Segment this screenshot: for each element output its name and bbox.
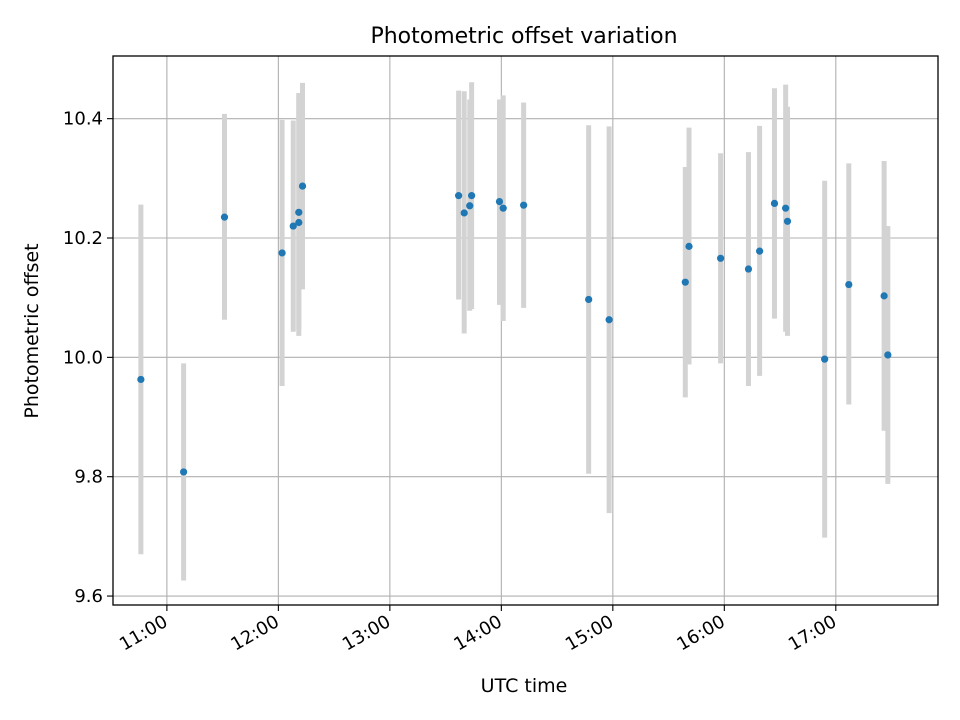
data-point <box>495 198 504 206</box>
plot-frame <box>112 55 939 606</box>
data-point <box>605 316 613 324</box>
data-point <box>298 182 307 190</box>
y-tick-label: 10.2 <box>63 228 103 249</box>
data-point <box>821 355 829 363</box>
chart-title: Photometric offset variation <box>370 24 677 49</box>
y-tick-label: 9.8 <box>74 467 103 488</box>
data-point <box>499 204 507 212</box>
data-point <box>295 208 303 216</box>
data-point <box>520 201 528 209</box>
data-point <box>180 468 188 476</box>
data-point <box>685 242 693 250</box>
data-point <box>460 209 468 217</box>
data-point <box>681 278 689 286</box>
data-point <box>783 217 792 225</box>
data-point <box>717 254 725 262</box>
data-point <box>744 265 753 273</box>
data-point <box>289 222 297 230</box>
y-axis-ticks: 9.6 9.8 10.0 10.2 10.4 <box>63 109 113 607</box>
data-point <box>880 292 888 300</box>
data-point <box>845 280 853 289</box>
data-point <box>585 295 593 304</box>
data-point <box>770 199 779 207</box>
data-point <box>220 213 229 221</box>
data-point <box>756 247 764 255</box>
y-tick-label: 10.0 <box>63 347 103 368</box>
data-point <box>466 202 474 210</box>
point-layer <box>137 182 892 476</box>
data-point <box>455 192 463 200</box>
y-tick-label: 10.4 <box>63 109 103 130</box>
grid-layer <box>113 56 938 605</box>
y-tick-label: 9.6 <box>74 586 103 607</box>
data-point <box>468 192 476 200</box>
data-point <box>137 375 145 384</box>
data-point <box>782 204 790 212</box>
data-point <box>278 249 286 257</box>
x-axis-label: UTC time <box>481 675 568 697</box>
y-axis-label: Photometric offset <box>21 243 43 418</box>
data-point <box>884 351 892 359</box>
data-point <box>295 218 303 227</box>
